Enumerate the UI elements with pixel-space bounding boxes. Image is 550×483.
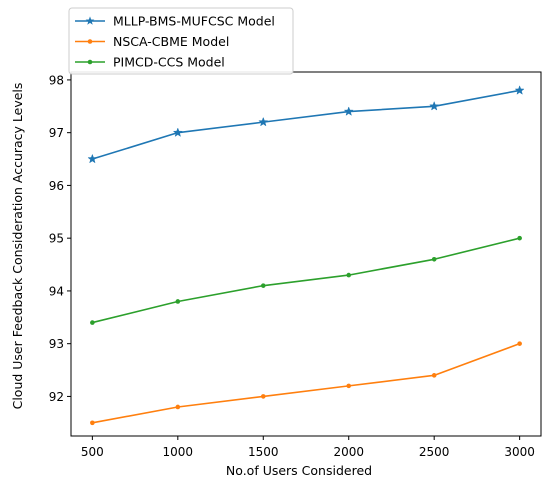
y-tick-label: 97 (49, 126, 64, 140)
data-point (175, 404, 181, 410)
data-point (514, 85, 525, 95)
y-tick-label: 92 (49, 390, 64, 404)
y-tick-label: 94 (49, 284, 64, 298)
legend: MLLP-BMS-MUFCSC Model NSCA-CBME Model PIMC… (68, 7, 294, 75)
series-1 (87, 85, 525, 164)
y-tick-label: 95 (49, 232, 64, 246)
y-tick-label: 98 (49, 73, 64, 87)
legend-label: NSCA-CBME Model (113, 34, 229, 49)
x-tick-label: 2000 (333, 445, 364, 459)
series-2 (90, 341, 522, 426)
plot-area (87, 85, 525, 426)
data-point (260, 394, 266, 399)
x-tick-label: 2500 (419, 445, 450, 459)
y-tick-label: 93 (49, 337, 64, 351)
data-point (346, 272, 352, 278)
data-point (87, 153, 98, 164)
legend-item-1: MLLP-BMS-MUFCSC Model (75, 14, 275, 29)
legend-item-2: NSCA-CBME Model (75, 34, 229, 49)
axes: 500 1000 1500 2000 2500 3000 92 93 94 95 96 97 98 (49, 71, 542, 459)
data-point (260, 283, 266, 288)
legend-marker (87, 39, 93, 44)
x-tick-label: 1000 (163, 445, 194, 459)
series-3 (90, 235, 522, 325)
series-line (92, 342, 520, 424)
legend-label: PIMCD-CCS Model (113, 55, 225, 70)
series-line (92, 237, 520, 324)
plot-frame (70, 71, 542, 437)
data-point (431, 373, 437, 378)
legend-marker (87, 59, 93, 65)
data-point (517, 341, 522, 346)
data-point (175, 299, 181, 304)
data-point (90, 420, 95, 426)
data-point (258, 116, 269, 127)
legend-box (68, 7, 294, 75)
series-line (92, 89, 520, 160)
x-tick-label: 500 (81, 445, 104, 459)
legend-marker (85, 16, 95, 25)
data-point (429, 100, 440, 111)
data-point (90, 320, 95, 325)
y-tick-label: 96 (49, 179, 64, 193)
legend-item-3: PIMCD-CCS Model (75, 55, 225, 70)
data-point (346, 383, 352, 389)
data-point (172, 127, 183, 137)
data-point (431, 256, 437, 262)
x-tick-label: 3000 (504, 445, 535, 459)
data-point (343, 106, 354, 116)
x-tick-label: 1500 (248, 445, 279, 459)
y-axis-title: Cloud User Feedback Consideration Accura… (10, 83, 25, 410)
data-point (517, 235, 522, 241)
legend-label: MLLP-BMS-MUFCSC Model (113, 14, 275, 29)
x-axis-title: No.of Users Considered (226, 463, 372, 478)
